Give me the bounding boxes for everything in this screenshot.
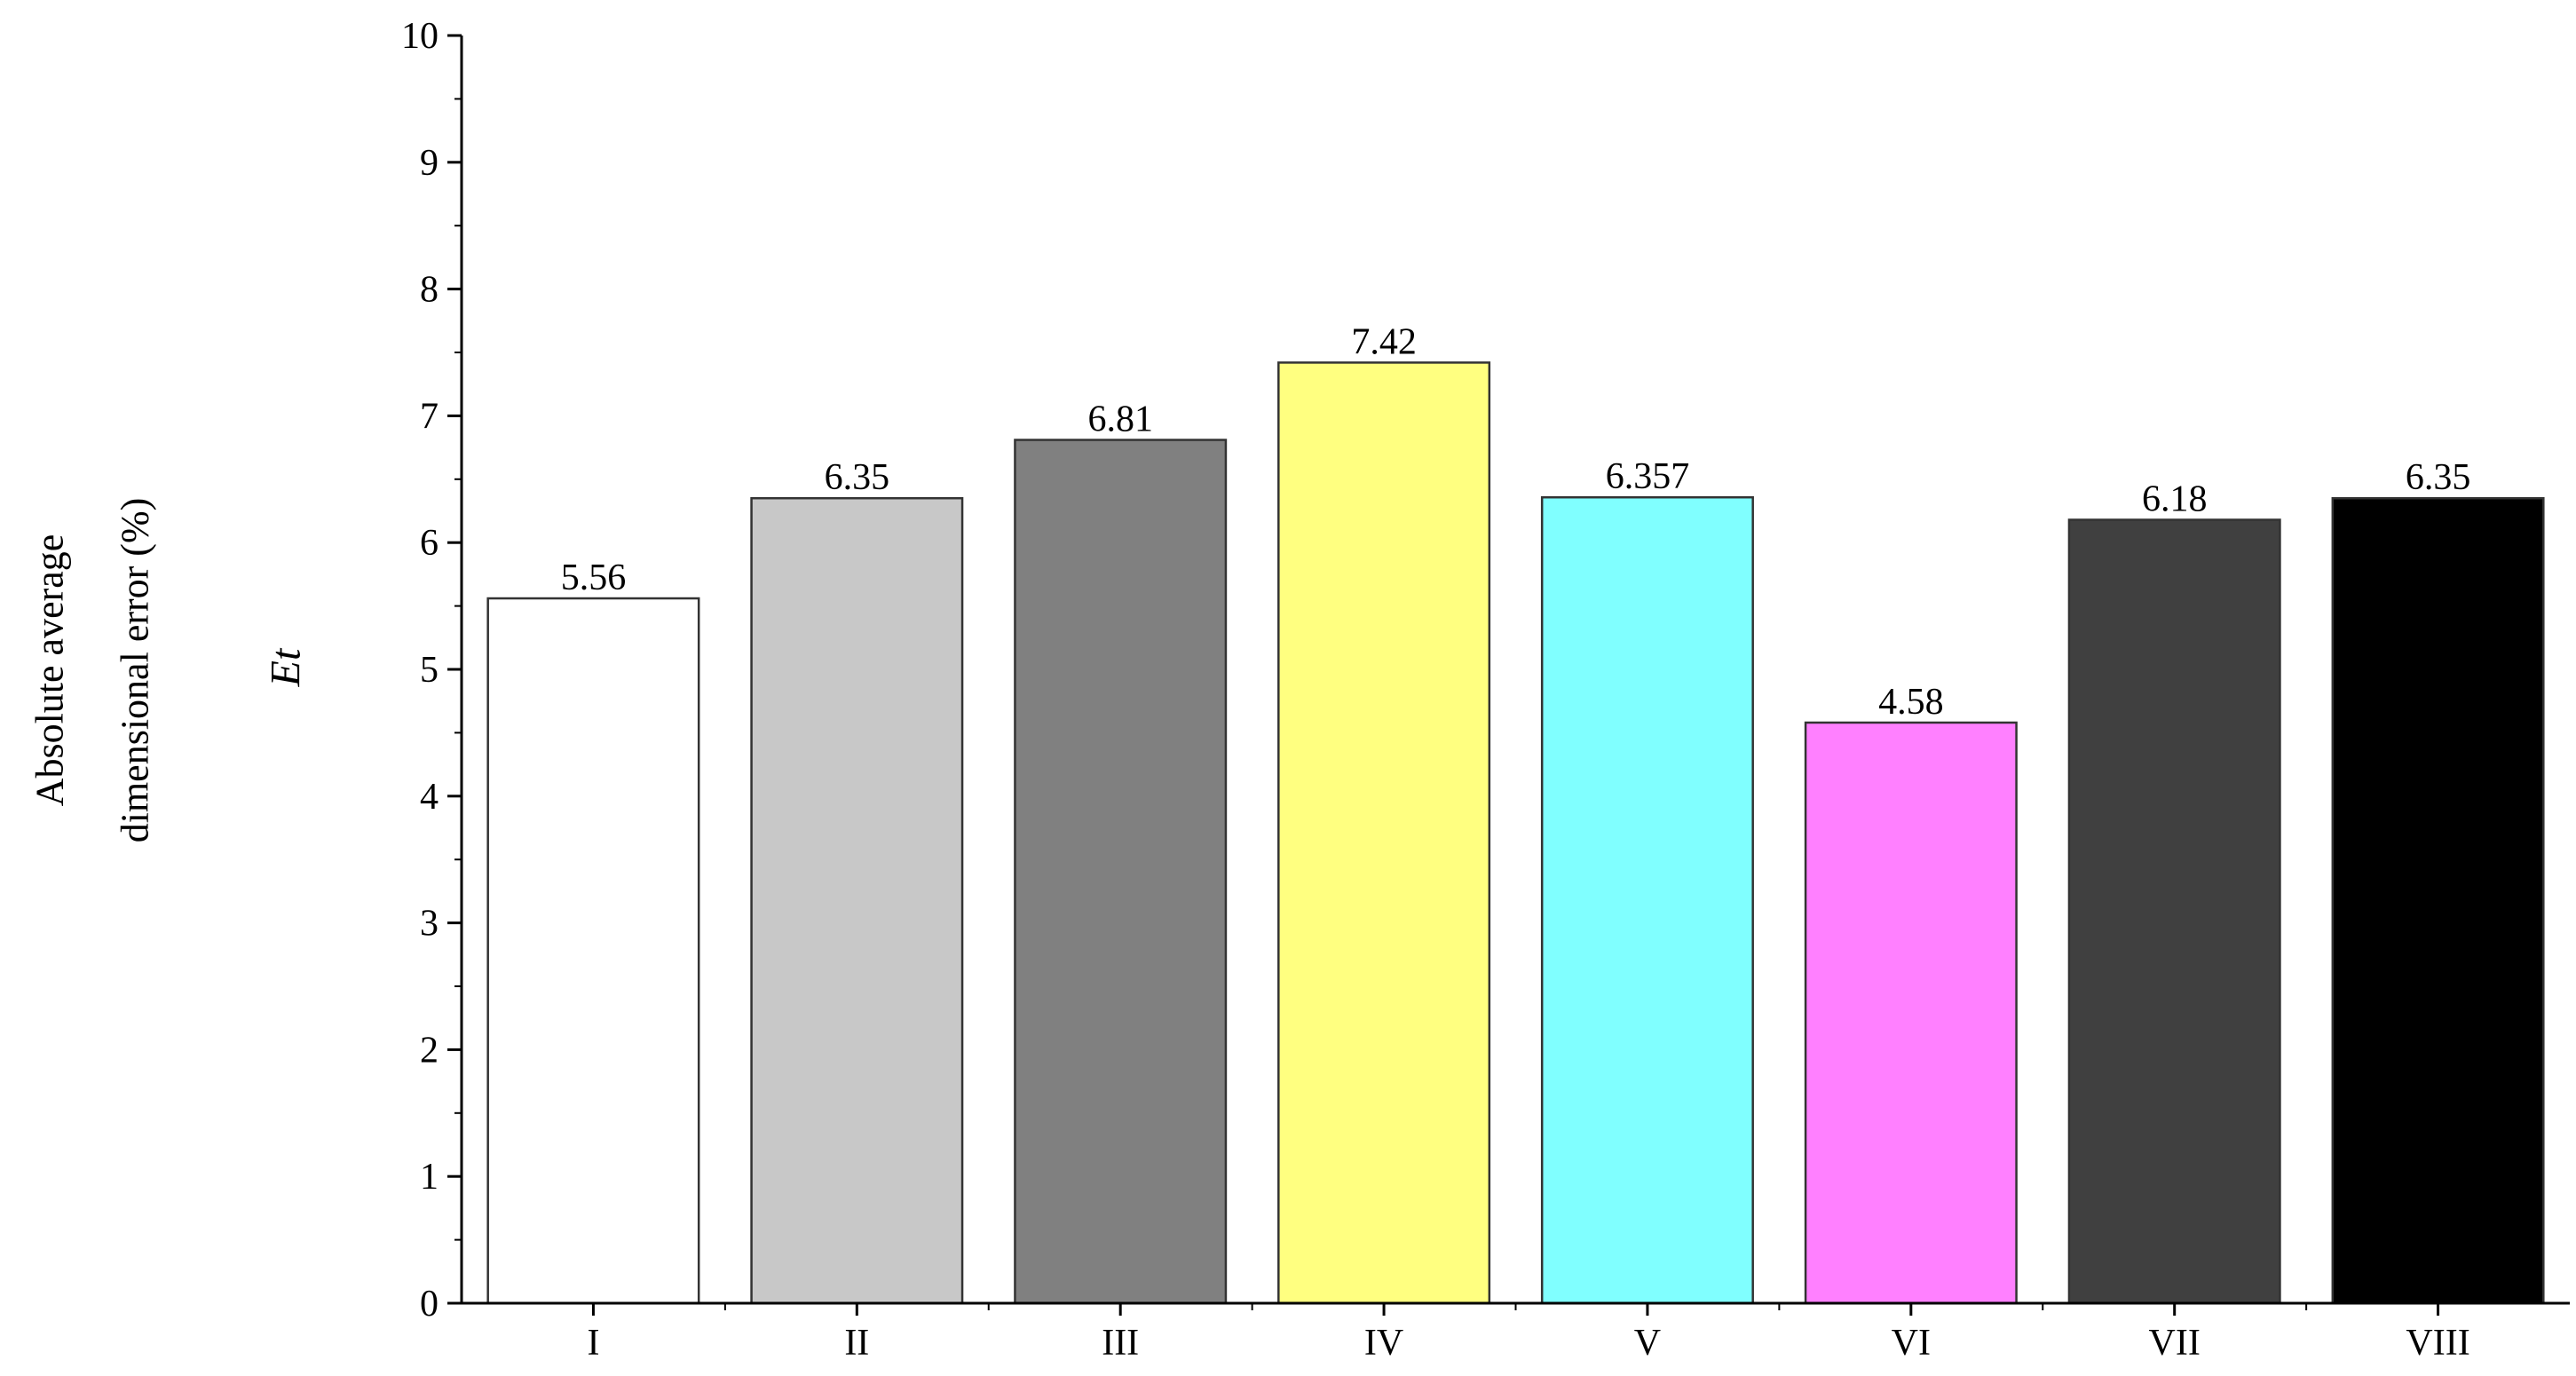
y-tick-label-7: 7 (420, 396, 439, 437)
x-tick-label-IV: IV (1364, 1323, 1403, 1364)
value-label-V: 6.357 (1606, 456, 1690, 497)
x-tick-label-III: III (1102, 1323, 1139, 1364)
x-ticks-group: I II III IV V VI VII VIII (587, 1303, 2470, 1364)
bar-VII (2067, 518, 2281, 1305)
value-labels-group: 5.56 6.35 6.81 7.42 6.357 4.58 6.18 6.35 (561, 321, 2471, 723)
x-tick-label-II: II (844, 1323, 869, 1364)
x-tick-label-I: I (587, 1323, 599, 1364)
y-tick-label-4: 4 (420, 777, 439, 818)
y-tick-label-3: 3 (420, 904, 439, 945)
value-label-IV: 7.42 (1351, 321, 1417, 362)
value-label-VIII: 6.35 (2406, 457, 2471, 498)
x-tick-label-V: V (1634, 1323, 1661, 1364)
y-tick-label-2: 2 (420, 1030, 439, 1071)
bar-VI (1804, 721, 2018, 1305)
value-label-VI: 4.58 (1878, 682, 1944, 723)
bar-I (486, 597, 700, 1305)
bar-V (1540, 495, 1754, 1305)
bars-group (486, 361, 2545, 1305)
y-tick-label-6: 6 (420, 523, 439, 564)
y-tick-label-0: 0 (420, 1284, 439, 1325)
y-tick-label-1: 1 (420, 1157, 439, 1198)
bar-II (750, 496, 964, 1305)
x-tick-label-VI: VI (1892, 1323, 1931, 1364)
value-label-I: 5.56 (561, 558, 627, 598)
bar-III (1014, 439, 1228, 1305)
y-tick-label-10: 10 (401, 16, 439, 57)
y-tick-label-8: 8 (420, 270, 439, 311)
y-tick-label-9: 9 (420, 143, 439, 184)
y-tick-label-5: 5 (420, 650, 439, 691)
bar-IV (1277, 361, 1491, 1305)
value-label-VII: 6.18 (2142, 478, 2208, 519)
value-label-III: 6.81 (1087, 399, 1153, 440)
value-label-II: 6.35 (825, 457, 890, 498)
y-ticks-group: 0 1 2 3 4 5 6 7 8 9 10 (401, 16, 462, 1325)
x-tick-label-VII: VII (2149, 1323, 2201, 1364)
bar-VIII (2331, 496, 2545, 1305)
x-tick-label-VIII: VIII (2406, 1323, 2469, 1364)
